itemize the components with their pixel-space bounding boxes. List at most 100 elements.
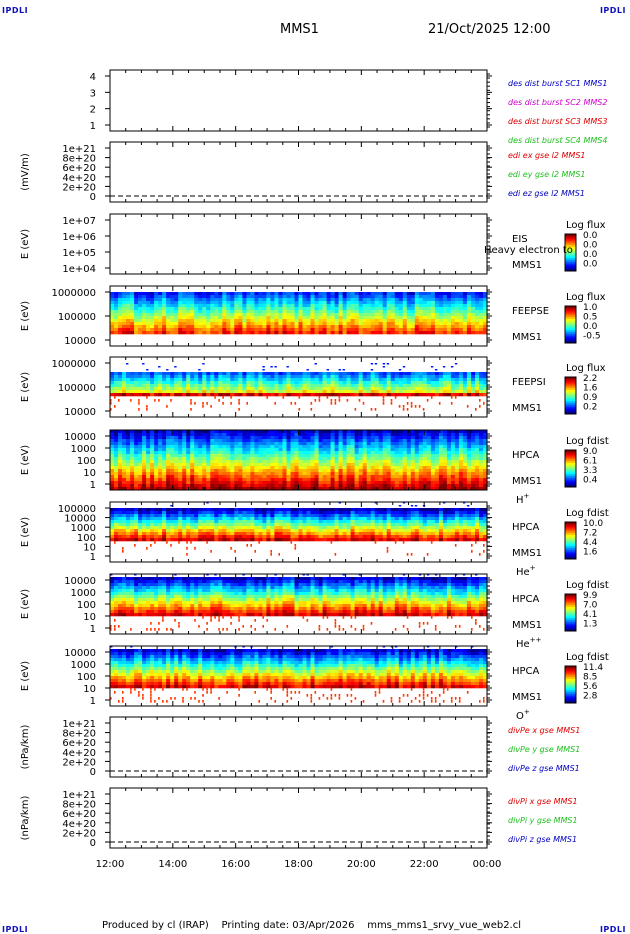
spectrogram-pixel bbox=[170, 481, 175, 485]
spectrogram-pixel bbox=[158, 439, 163, 443]
spectrogram-scatter-pixel bbox=[382, 363, 386, 365]
spectrogram-pixel bbox=[318, 484, 323, 488]
spectrogram-scatter-pixel bbox=[194, 547, 196, 550]
spectrogram-pixel bbox=[422, 322, 428, 326]
spectrogram-pixel bbox=[462, 390, 468, 394]
spectrogram-pixel bbox=[114, 387, 119, 391]
spectrogram-scatter-pixel bbox=[382, 402, 385, 405]
spectrogram-pixel bbox=[346, 445, 351, 449]
spectrogram-scatter-pixel bbox=[110, 402, 112, 405]
spectrogram-pixel bbox=[234, 384, 239, 388]
spectrogram-pixel bbox=[298, 378, 303, 382]
spectrogram-pixel bbox=[262, 451, 267, 455]
spectrogram-pixel bbox=[422, 475, 428, 479]
spectrogram-pixel bbox=[438, 310, 444, 314]
spectrogram-pixel bbox=[250, 292, 255, 296]
spectrogram-pixel bbox=[330, 316, 335, 320]
spectrogram-pixel bbox=[454, 304, 460, 308]
spectrogram-pixel bbox=[290, 316, 295, 320]
spectrogram-pixel bbox=[378, 325, 383, 329]
spectrogram-pixel bbox=[118, 378, 123, 382]
spectrogram-pixel bbox=[466, 319, 472, 323]
spectrogram-pixel bbox=[138, 469, 143, 473]
spectrogram-pixel bbox=[146, 481, 151, 485]
spectrogram-pixel bbox=[154, 304, 159, 308]
spectrogram-pixel bbox=[418, 295, 424, 299]
spectrogram-pixel bbox=[290, 472, 295, 476]
spectrogram-pixel bbox=[370, 442, 375, 446]
spectrogram-pixel bbox=[166, 448, 171, 452]
spectrogram-pixel bbox=[290, 292, 295, 296]
spectrogram-pixel bbox=[426, 384, 432, 388]
spectrogram-pixel bbox=[238, 328, 243, 332]
spectrogram-pixel bbox=[162, 442, 167, 446]
spectrogram-pixel bbox=[410, 436, 416, 440]
spectrogram-pixel bbox=[114, 298, 119, 302]
spectrogram-pixel bbox=[306, 442, 311, 446]
spectrogram-pixel bbox=[142, 535, 147, 539]
spectrogram-scatter-pixel bbox=[310, 408, 313, 411]
spectrogram-pixel bbox=[462, 295, 468, 299]
colorbar-segment bbox=[565, 328, 576, 331]
spectrogram-pixel bbox=[194, 478, 199, 482]
spectrogram-pixel bbox=[274, 439, 279, 443]
spectrogram-pixel bbox=[314, 436, 319, 440]
spectrogram-pixel bbox=[462, 304, 468, 308]
spectrogram-pixel bbox=[130, 328, 135, 332]
spectrogram-pixel bbox=[270, 310, 275, 314]
legend-entry: edi ex gse l2 MMS1 bbox=[508, 151, 586, 160]
spectrogram-pixel bbox=[142, 466, 147, 470]
spectrogram-pixel bbox=[290, 445, 295, 449]
spectrogram-pixel bbox=[282, 384, 287, 388]
spectrogram-pixel bbox=[178, 520, 183, 524]
spectrogram-pixel bbox=[338, 372, 343, 376]
spectrogram-pixel bbox=[158, 393, 163, 397]
spectrogram-pixel bbox=[230, 430, 235, 434]
spectrogram-scatter-pixel bbox=[374, 408, 377, 411]
spectrogram-pixel bbox=[314, 451, 319, 455]
spectrogram-pixel bbox=[230, 387, 235, 391]
spectrogram-pixel bbox=[118, 481, 123, 485]
spectrogram-pixel bbox=[270, 298, 275, 302]
y-tick-label: 1000000 bbox=[51, 288, 96, 299]
spectrogram-pixel bbox=[450, 322, 456, 326]
spectrogram-pixel bbox=[282, 487, 287, 491]
spectrogram-pixel bbox=[378, 454, 383, 458]
spectrogram-pixel bbox=[298, 316, 303, 320]
spectrogram-pixel bbox=[210, 526, 215, 530]
spectrogram-pixel bbox=[378, 375, 383, 379]
spectrogram-pixel bbox=[438, 472, 444, 476]
spectrogram-pixel bbox=[318, 378, 323, 382]
spectrogram-pixel bbox=[398, 439, 404, 443]
spectrogram-pixel bbox=[118, 322, 123, 326]
spectrogram-pixel bbox=[182, 529, 187, 533]
spectrogram-pixel bbox=[426, 325, 432, 329]
spectrogram-pixel bbox=[306, 478, 311, 482]
spectrogram-pixel bbox=[182, 375, 187, 379]
spectrogram-pixel bbox=[330, 372, 335, 376]
y-tick-label: 100000 bbox=[58, 383, 96, 394]
spectrogram-pixel bbox=[326, 292, 331, 296]
spectrogram-pixel bbox=[202, 529, 207, 533]
spectrogram-pixel bbox=[450, 310, 456, 314]
spectrogram-pixel bbox=[386, 381, 391, 385]
spectrogram-pixel bbox=[326, 478, 331, 482]
spectrogram-pixel bbox=[382, 436, 387, 440]
spectrogram-pixel bbox=[454, 313, 460, 317]
spectrogram-pixel bbox=[174, 436, 179, 440]
spectrogram-pixel bbox=[158, 469, 163, 473]
spectrogram-pixel bbox=[434, 487, 440, 491]
spectrogram-pixel bbox=[290, 460, 295, 464]
spectrogram-pixel bbox=[362, 331, 367, 335]
spectrogram-pixel bbox=[454, 472, 460, 476]
spectrogram-pixel bbox=[318, 298, 323, 302]
spectrogram-pixel bbox=[302, 319, 307, 323]
spectrogram-pixel bbox=[194, 514, 199, 518]
spectrogram-pixel bbox=[238, 487, 243, 491]
spectrogram-pixel bbox=[422, 298, 428, 302]
spectrogram-pixel bbox=[202, 328, 207, 332]
spectrogram-pixel bbox=[346, 393, 351, 397]
spectrogram-pixel bbox=[342, 304, 347, 308]
spectrogram-pixel bbox=[414, 451, 420, 455]
spectrogram-pixel bbox=[290, 436, 295, 440]
